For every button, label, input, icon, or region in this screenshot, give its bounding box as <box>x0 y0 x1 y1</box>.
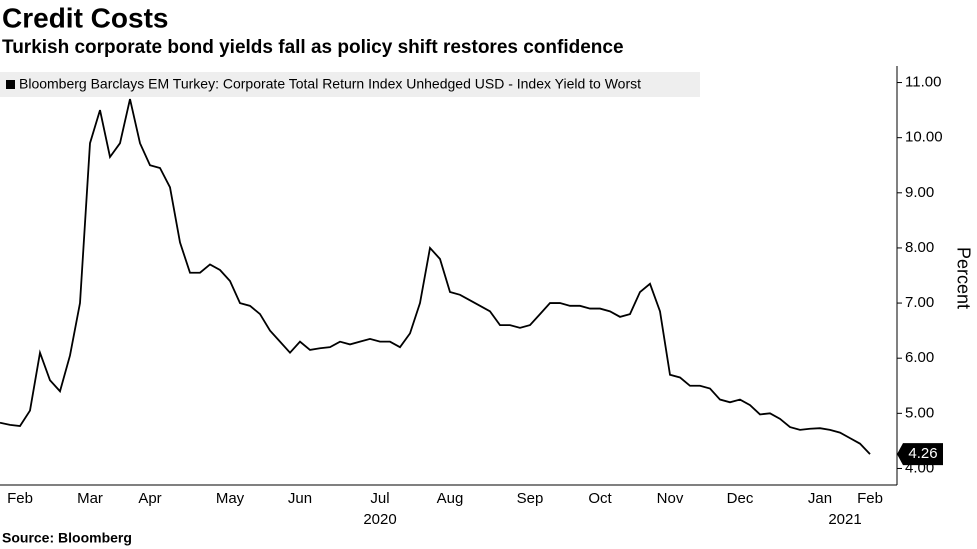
chart-subtitle: Turkish corporate bond yields fall as po… <box>2 37 624 58</box>
x-tick-label: Jan <box>808 490 832 507</box>
y-tick-label: 7.00 <box>905 294 934 311</box>
line <box>0 98 871 455</box>
last-value-box <box>897 443 943 466</box>
last-value-label: 4.26 <box>908 445 937 462</box>
legend-box <box>0 72 700 97</box>
legend-label: Bloomberg Barclays EM Turkey: Corporate … <box>19 76 641 92</box>
x-tick-label: May <box>216 490 245 507</box>
x-tick-label: Jul <box>370 490 389 507</box>
x-tick-label: Feb <box>7 490 33 507</box>
year-label: 2020 <box>363 511 396 528</box>
source: Source: Bloomberg <box>2 530 132 546</box>
x-tick-label: Sep <box>517 490 544 507</box>
x-tick-label: Dec <box>727 490 754 507</box>
y-axis-label: Percent <box>953 247 973 309</box>
y-tick-label: 8.00 <box>905 239 934 256</box>
x-tick-label: Jun <box>288 490 312 507</box>
x-tick-label: Feb <box>857 490 883 507</box>
legend-swatch <box>6 80 15 89</box>
x-tick-label: Apr <box>138 490 161 507</box>
chart-title: Credit Costs <box>2 2 168 33</box>
y-tick-label: 11.00 <box>905 74 941 91</box>
y-tick-label: 10.00 <box>905 129 943 146</box>
x-tick-label: Oct <box>588 490 612 507</box>
x-tick-label: Mar <box>77 490 103 507</box>
y-tick-label: 5.00 <box>905 404 934 421</box>
year-label: 2021 <box>828 511 861 528</box>
x-tick-label: Aug <box>437 490 464 507</box>
x-tick-label: Nov <box>657 490 684 507</box>
y-tick-label: 9.00 <box>905 184 934 201</box>
y-tick-label: 6.00 <box>905 349 934 366</box>
